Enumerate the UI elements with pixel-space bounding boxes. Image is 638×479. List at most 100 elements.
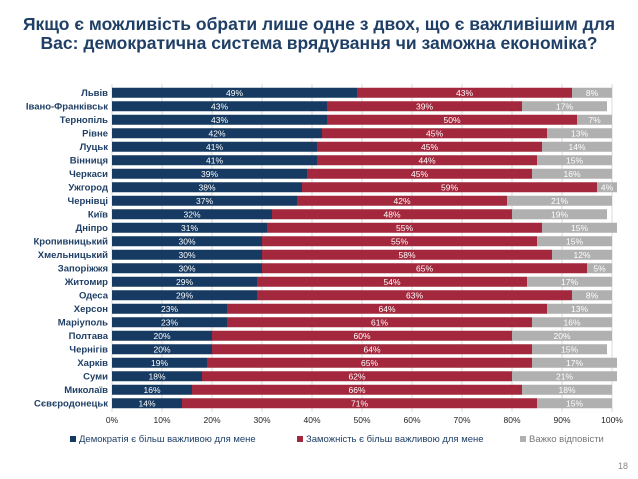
data-label: 19% [551,209,568,219]
data-label: 43% [211,115,228,125]
data-label: 30% [178,236,195,246]
data-label: 14% [568,142,585,152]
data-label: 5% [593,263,606,273]
data-label: 12% [573,250,590,260]
data-label: 15% [561,344,578,354]
category-label: Вінниця [70,156,108,167]
bar-segment [112,263,262,274]
category-label: Чернівці [68,196,108,207]
bar-segment [257,276,527,287]
x-tick-label: 30% [253,415,270,425]
bar-segment [527,276,612,287]
data-label: 38% [198,182,215,192]
data-label: 64% [378,304,395,314]
bar-segment [112,195,297,206]
x-tick-label: 100% [601,415,623,425]
bar-segment [212,330,512,341]
data-label: 42% [208,128,225,138]
data-label: 66% [348,385,365,395]
data-label: 49% [226,88,243,98]
bar-segment [532,317,612,328]
bar-segment [262,249,552,260]
bar-segment [537,236,612,247]
bar-segment [227,303,547,314]
bar-segment [112,209,272,220]
data-label: 13% [571,128,588,138]
data-label: 18% [148,371,165,381]
bar-segment [597,182,617,193]
bar-segment [112,141,317,152]
data-label: 61% [371,317,388,327]
category-label: Ужгород [68,183,108,194]
x-axis: 0% 10% 20% 30% 40% 50% 60% 70% 80% 90% 100% [106,415,623,425]
bar-segment [317,141,542,152]
category-label: Сєвєродонецьк [34,399,108,410]
legend-label: Важко відповісти [529,434,604,445]
category-label: Тернопіль [60,115,108,126]
data-label: 30% [178,263,195,273]
x-tick-label: 40% [303,415,320,425]
data-label: 18% [558,385,575,395]
bar-segment [112,155,317,166]
category-label: Дніпро [76,223,109,234]
data-label: 55% [396,223,413,233]
data-label: 43% [456,88,473,98]
category-label: Львів [81,88,108,99]
bar-segment [112,101,327,112]
bar-segment [542,222,617,233]
grid-lines [111,84,613,412]
category-label: Київ [88,210,108,221]
data-label: 60% [353,331,370,341]
data-label: 48% [383,209,400,219]
category-label: Полтава [69,331,109,342]
bar-segment [262,236,537,247]
category-label: Кропивницький [33,237,108,248]
data-label: 17% [556,101,573,111]
x-tick-label: 50% [353,415,370,425]
legend-swatch [297,436,303,442]
category-label: Чернігів [69,345,108,356]
data-label: 17% [566,358,583,368]
bar-segment [112,128,322,139]
data-label: 55% [391,236,408,246]
bar-segment [537,398,612,409]
bar-segment [112,87,357,98]
bar-segment [112,344,212,355]
legend: Демократія є більш важливою для мене Замо… [70,434,604,445]
bar-segment [257,290,572,301]
bar-segment [532,357,617,368]
bar-segment [262,263,587,274]
data-label: 41% [206,155,223,165]
data-label: 37% [196,196,213,206]
bar-segment [522,384,612,395]
bar-segment [357,87,572,98]
bar-segment [112,290,257,301]
data-label: 50% [443,115,460,125]
data-label: 15% [566,236,583,246]
category-label: Суми [83,372,108,383]
bar-segment [317,155,537,166]
data-label: 20% [153,344,170,354]
bar-segment [542,141,612,152]
data-label: 62% [348,371,365,381]
bar-segment [207,357,532,368]
data-label: 31% [181,223,198,233]
data-label: 14% [138,398,155,408]
data-label: 30% [178,250,195,260]
bar-segment [577,114,612,125]
data-label: 29% [176,277,193,287]
data-label: 4% [601,182,614,192]
data-label: 16% [143,385,160,395]
bar-segment [112,357,207,368]
category-label: Харків [77,358,108,369]
legend-swatch [70,436,76,442]
bar-segment [297,195,507,206]
data-label: 65% [361,358,378,368]
page-number: 18 [617,461,628,471]
category-label: Луцьк [80,142,109,153]
bar-segment [112,114,327,125]
data-label: 43% [211,101,228,111]
data-label: 17% [561,277,578,287]
bar-segment [322,128,547,139]
